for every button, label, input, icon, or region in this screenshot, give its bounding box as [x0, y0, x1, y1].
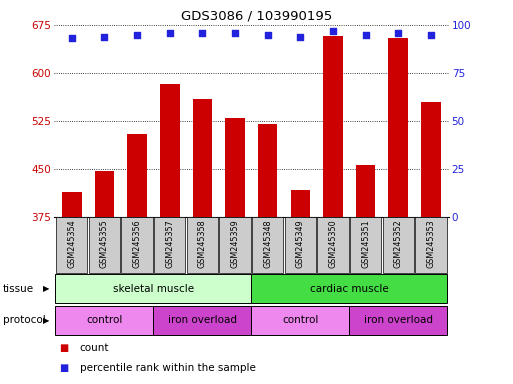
Bar — [252, 217, 283, 273]
Point — [231, 30, 239, 36]
Bar — [383, 217, 414, 273]
Text: GSM245359: GSM245359 — [230, 219, 240, 268]
Text: GSM245348: GSM245348 — [263, 219, 272, 268]
Text: GSM245355: GSM245355 — [100, 219, 109, 268]
Point — [68, 35, 76, 41]
Bar — [421, 102, 441, 384]
Text: GSM245358: GSM245358 — [198, 219, 207, 268]
Bar — [55, 306, 153, 335]
Bar — [318, 217, 349, 273]
Text: GSM245356: GSM245356 — [133, 219, 142, 268]
Bar — [251, 306, 349, 335]
Point — [166, 30, 174, 36]
Text: GSM245352: GSM245352 — [394, 219, 403, 268]
Bar — [154, 217, 185, 273]
Text: percentile rank within the sample: percentile rank within the sample — [80, 363, 255, 373]
Text: ■: ■ — [59, 363, 68, 373]
Bar — [290, 190, 310, 384]
Bar — [350, 217, 381, 273]
Point — [296, 33, 304, 40]
Text: ▶: ▶ — [43, 316, 50, 325]
Bar — [349, 306, 447, 335]
Point — [394, 30, 402, 36]
Text: GSM245357: GSM245357 — [165, 219, 174, 268]
Text: GDS3086 / 103990195: GDS3086 / 103990195 — [181, 10, 332, 23]
Bar — [415, 217, 447, 273]
Text: iron overload: iron overload — [168, 315, 237, 325]
Bar — [388, 38, 408, 384]
Point — [362, 31, 370, 38]
Bar — [127, 134, 147, 384]
Text: count: count — [80, 343, 109, 353]
Text: GSM245354: GSM245354 — [67, 219, 76, 268]
Bar — [122, 217, 153, 273]
Point — [427, 31, 435, 38]
Bar — [220, 217, 251, 273]
Point — [264, 31, 272, 38]
Bar — [153, 306, 251, 335]
Bar — [160, 84, 180, 384]
Bar — [89, 217, 120, 273]
Bar — [225, 118, 245, 384]
Bar — [187, 217, 218, 273]
Text: control: control — [86, 315, 123, 325]
Text: ■: ■ — [59, 343, 68, 353]
Text: GSM245349: GSM245349 — [296, 219, 305, 268]
Bar — [251, 274, 447, 303]
Point — [329, 28, 337, 34]
Text: tissue: tissue — [3, 284, 34, 294]
Bar — [323, 36, 343, 384]
Bar — [192, 99, 212, 384]
Point — [101, 33, 109, 40]
Bar — [95, 171, 114, 384]
Text: ▶: ▶ — [43, 284, 50, 293]
Bar — [56, 217, 88, 273]
Text: GSM245350: GSM245350 — [328, 219, 338, 268]
Point — [199, 30, 207, 36]
Bar — [285, 217, 316, 273]
Point — [133, 31, 141, 38]
Bar — [55, 274, 251, 303]
Text: GSM245353: GSM245353 — [426, 219, 436, 268]
Text: skeletal muscle: skeletal muscle — [113, 284, 194, 294]
Text: cardiac muscle: cardiac muscle — [310, 284, 389, 294]
Text: iron overload: iron overload — [364, 315, 433, 325]
Bar — [258, 124, 278, 384]
Bar — [62, 192, 82, 384]
Text: protocol: protocol — [3, 315, 45, 325]
Bar — [356, 165, 376, 384]
Text: control: control — [282, 315, 319, 325]
Text: GSM245351: GSM245351 — [361, 219, 370, 268]
